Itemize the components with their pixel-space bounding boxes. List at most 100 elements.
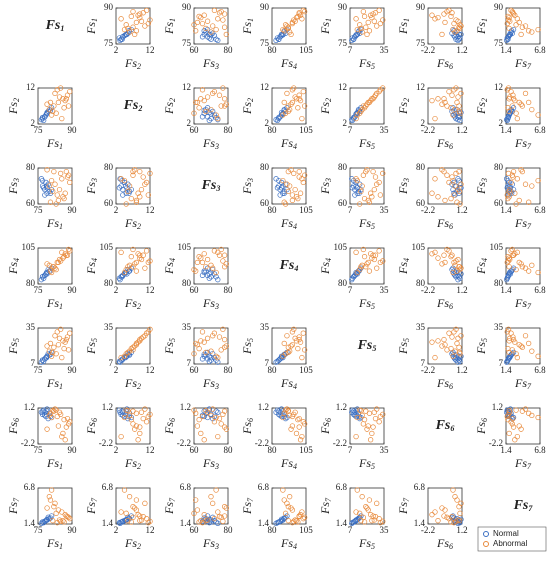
label-index: 4 [402, 258, 411, 262]
label-symbol: Fs [202, 456, 215, 470]
point [199, 34, 206, 40]
point [289, 342, 296, 348]
point [58, 258, 64, 264]
x-tick-label: 80 [224, 445, 234, 455]
point [353, 509, 359, 515]
point [208, 29, 214, 35]
point [130, 172, 136, 178]
point [67, 248, 73, 254]
point [374, 406, 380, 412]
label-index: 6 [168, 418, 177, 422]
point [514, 433, 520, 440]
axis-label: Fs7 [514, 136, 532, 151]
point [199, 356, 206, 362]
axis-label: Fs6 [84, 418, 99, 435]
label-index: 7 [168, 497, 177, 502]
x-tick-label: 1.4 [500, 285, 512, 295]
x-tick-label: 105 [299, 445, 313, 455]
point [282, 407, 289, 413]
label-index: 1 [59, 462, 63, 471]
point [67, 179, 73, 186]
x-tick-label: 60 [190, 445, 200, 455]
point [55, 423, 62, 429]
point [213, 36, 219, 42]
axis-label: Fs4 [280, 376, 297, 391]
point [273, 37, 279, 44]
point [50, 264, 56, 270]
point [441, 513, 447, 519]
point [193, 497, 199, 503]
label-symbol: Fs [474, 422, 488, 435]
panel-frame [115, 247, 151, 285]
point [454, 497, 460, 503]
panel-frame [505, 247, 541, 285]
axis-label: Fs3 [202, 376, 219, 391]
y-tick-label: 80 [26, 162, 36, 172]
point [210, 90, 216, 97]
x-tick-label: 7 [348, 125, 353, 135]
y-tick-label: 12 [338, 82, 347, 92]
label-index: 6 [449, 222, 453, 231]
x-tick-label: 1.4 [500, 45, 512, 55]
point [509, 172, 515, 178]
y-tick-label: 90 [104, 2, 114, 12]
point [504, 87, 510, 93]
point [191, 407, 197, 413]
x-tick-label: 6.8 [534, 445, 546, 455]
point [48, 353, 55, 359]
y-tick-label: 1.4 [24, 518, 36, 528]
point [458, 516, 464, 522]
point [50, 108, 56, 115]
point [300, 88, 306, 95]
point [299, 16, 305, 22]
point [442, 197, 448, 204]
panel-frame [115, 7, 151, 45]
point [508, 330, 514, 336]
x-tick-label: 75 [34, 205, 44, 215]
axis-label: Fs5 [84, 338, 99, 355]
y-tick-label: 35 [26, 322, 36, 332]
label-symbol: Fs [358, 456, 371, 470]
point [505, 114, 512, 120]
point [132, 261, 138, 267]
x-tick-label: 2 [114, 445, 119, 455]
point [296, 96, 302, 102]
point [361, 13, 368, 20]
point [47, 340, 54, 347]
point [281, 515, 287, 521]
point [357, 510, 363, 516]
point [353, 176, 359, 182]
point [51, 344, 57, 350]
point [504, 20, 510, 27]
point [50, 407, 56, 414]
panel-frame [349, 487, 385, 525]
point [63, 424, 69, 430]
point [130, 408, 136, 414]
point [191, 110, 197, 116]
point [505, 258, 512, 264]
point [506, 349, 512, 356]
axis-label: Fs1 [46, 216, 63, 231]
label-index: 3 [12, 178, 21, 183]
point [199, 87, 206, 93]
point [41, 358, 47, 365]
point [429, 97, 435, 104]
point [513, 110, 519, 116]
point [513, 22, 519, 28]
label-symbol: Fs [280, 136, 293, 150]
label-index: 7 [527, 302, 532, 311]
point [510, 424, 517, 430]
axis-label: Fs3 [396, 178, 411, 195]
point [208, 411, 214, 418]
point [203, 349, 209, 356]
point [145, 20, 151, 27]
point [288, 343, 294, 349]
point [439, 343, 445, 349]
point [46, 348, 52, 354]
panel-frame [271, 167, 307, 205]
point [444, 514, 450, 520]
label-index: 5 [246, 338, 255, 342]
point [56, 94, 63, 100]
point [47, 497, 54, 503]
point [451, 259, 457, 266]
